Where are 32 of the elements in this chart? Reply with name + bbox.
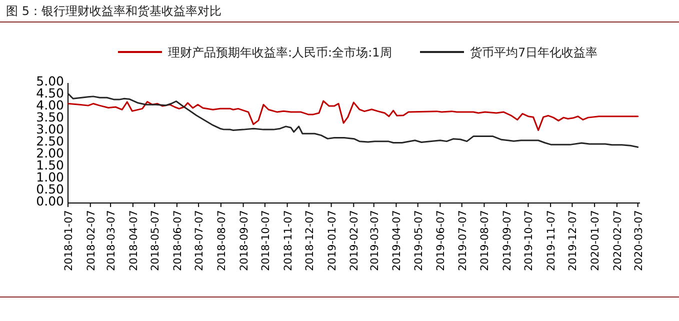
x-tick-label: 2020-03-07 (632, 210, 645, 272)
x-tick-label: 2018-04-07 (128, 210, 140, 272)
x-tick-label: 2019-04-07 (391, 210, 404, 272)
x-tick-label: 2019-11-07 (546, 210, 558, 272)
x-tick-label: 2018-01-07 (63, 210, 75, 272)
x-tick-label: 2019-06-07 (435, 210, 448, 272)
x-tick-label: 2019-02-07 (348, 210, 361, 272)
x-tick-label: 2019-08-07 (479, 210, 492, 272)
x-tick-label: 2018-08-07 (216, 210, 228, 272)
chart-title: 图 5：银行理财收益率和货基收益率对比 (6, 4, 222, 18)
line-series (67, 100, 639, 132)
legend-label: 货币平均7日年化收益率 (470, 46, 598, 60)
x-tick-label: 2018-05-07 (150, 210, 162, 272)
x-tick-label: 2018-07-07 (194, 210, 206, 272)
x-tick-label: 2018-12-07 (304, 210, 316, 272)
x-tick-label: 2020-02-07 (612, 210, 624, 272)
x-tick-label: 2019-07-07 (456, 210, 469, 272)
x-tick-label: 2019-05-07 (412, 210, 425, 272)
x-tick-label: 2018-03-07 (106, 210, 118, 272)
x-tick-label: 2019-10-07 (523, 210, 536, 272)
legend-label: 理财产品预期年收益率:人民币:全市场:1周 (168, 46, 392, 60)
x-tick-label: 2019-01-07 (326, 210, 338, 272)
x-tick-label: 2019-03-07 (368, 210, 381, 272)
line-series (67, 92, 639, 148)
x-tick-label: 2020-01-07 (590, 210, 602, 272)
x-tick-label: 2018-11-07 (282, 210, 294, 272)
x-tick-label: 2019-09-07 (502, 210, 514, 272)
x-tick-label: 2018-06-07 (172, 210, 184, 272)
x-tick-label: 2019-12-07 (567, 210, 580, 272)
x-tick-label: 2018-02-07 (85, 210, 98, 272)
x-tick-label: 2018-09-07 (238, 210, 250, 272)
x-tick-label: 2018-10-07 (260, 210, 272, 272)
